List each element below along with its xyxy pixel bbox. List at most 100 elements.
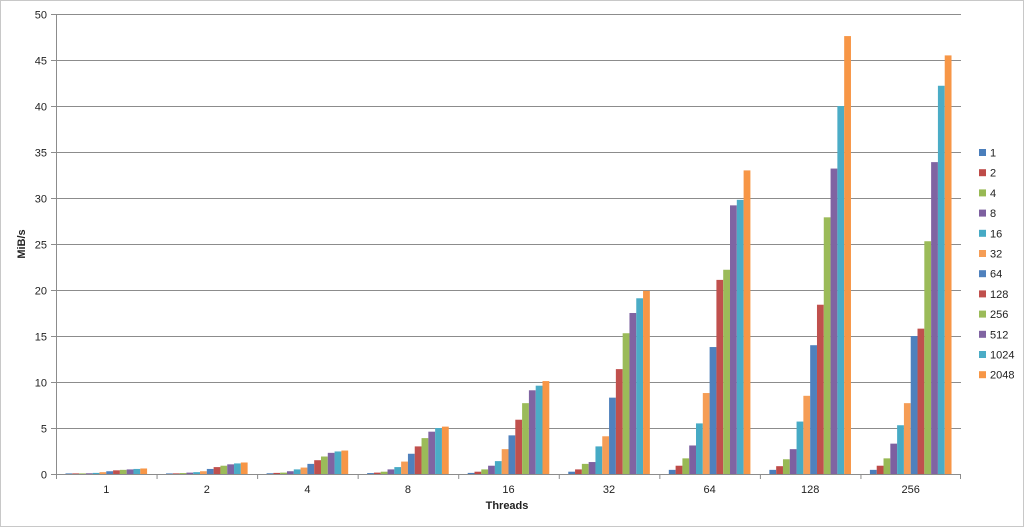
bar-4-at-16 — [481, 469, 489, 474]
bar-16-at-32 — [595, 446, 603, 474]
y-tick-label: 35 — [35, 148, 47, 160]
legend-swatch-1024 — [979, 351, 986, 358]
bar-512-at-8 — [428, 431, 436, 474]
bar-64-at-16 — [508, 435, 516, 474]
bar-64-at-4 — [307, 463, 315, 474]
x-tick-label: 2 — [204, 484, 210, 496]
legend-swatch-2 — [979, 169, 986, 177]
bar-128-at-4 — [314, 460, 321, 474]
bar-256-at-8 — [421, 438, 429, 474]
y-tick-label: 5 — [41, 424, 47, 436]
bar-32-at-16 — [501, 449, 509, 474]
bar-128-at-64 — [716, 279, 724, 474]
legend-swatch-2048 — [979, 371, 986, 379]
x-axis-title: Threads — [486, 500, 529, 512]
bar-8-at-2 — [186, 472, 194, 474]
bars — [65, 36, 952, 475]
bar-2048-at-128 — [844, 36, 851, 474]
bar-256-at-1 — [119, 469, 127, 474]
legend-label-64: 64 — [990, 269, 1002, 281]
bar-512-at-64 — [730, 205, 737, 475]
bar-32-at-4 — [300, 467, 308, 474]
bar-256-at-32 — [622, 333, 630, 474]
bar-1024-at-2 — [234, 463, 241, 474]
y-tick-label: 40 — [35, 102, 47, 114]
y-tick-label: 45 — [35, 56, 47, 68]
bar-4-at-2 — [179, 473, 187, 474]
legend-swatch-32 — [979, 250, 986, 257]
bar-2-at-64 — [675, 465, 683, 474]
bar-512-at-16 — [528, 390, 536, 474]
legend-label-16: 16 — [990, 228, 1002, 240]
bar-512-at-4 — [327, 452, 335, 474]
bar-8-at-128 — [789, 449, 797, 474]
bar-1024-at-8 — [435, 428, 442, 474]
bar-256-at-4 — [320, 456, 328, 474]
bar-4-at-64 — [682, 458, 690, 474]
bar-1-at-16 — [467, 472, 475, 474]
x-tick-label: 32 — [603, 484, 615, 496]
bar-512-at-128 — [830, 168, 838, 474]
legend-label-2: 2 — [990, 168, 996, 180]
legend-label-128: 128 — [990, 289, 1008, 301]
y-tick-label: 15 — [35, 332, 47, 344]
bar-2-at-16 — [474, 471, 482, 474]
bar-1-at-128 — [769, 469, 777, 474]
y-tick-label: 10 — [35, 378, 47, 390]
bar-1-at-1 — [65, 473, 73, 474]
bar-1024-at-256 — [937, 85, 945, 474]
bar-4-at-128 — [782, 459, 790, 474]
bar-128-at-16 — [515, 419, 523, 474]
bar-32-at-8 — [401, 461, 408, 474]
bar-16-at-4 — [293, 469, 301, 474]
bar-2-at-8 — [373, 472, 381, 474]
gridlines — [56, 14, 961, 429]
bar-128-at-1 — [113, 470, 120, 474]
bar-1024-at-32 — [636, 298, 644, 474]
bar-64-at-8 — [407, 453, 415, 474]
bar-8-at-64 — [689, 445, 697, 474]
bar-1024-at-1 — [133, 468, 141, 474]
bar-256-at-128 — [823, 217, 831, 474]
bar-1-at-32 — [568, 471, 576, 474]
bar-1-at-64 — [668, 469, 676, 474]
legend-label-1024: 1024 — [990, 350, 1014, 362]
bar-16-at-16 — [494, 461, 502, 474]
x-tick-label: 64 — [703, 484, 715, 496]
x-tick-label: 4 — [304, 484, 310, 496]
bar-1024-at-128 — [837, 106, 845, 474]
bar-4-at-8 — [380, 471, 388, 474]
bar-512-at-1 — [126, 469, 134, 474]
legend-swatch-1 — [979, 149, 986, 156]
legend-label-8: 8 — [990, 208, 996, 220]
y-tick-label: 20 — [35, 286, 47, 298]
bar-256-at-64 — [723, 269, 731, 474]
bar-128-at-256 — [917, 328, 925, 474]
bar-512-at-2 — [227, 464, 235, 474]
bar-4-at-1 — [79, 473, 86, 474]
bar-1-at-2 — [166, 473, 173, 474]
bar-64-at-32 — [609, 397, 616, 474]
legend-swatch-64 — [979, 270, 986, 278]
legend-swatch-256 — [979, 310, 986, 318]
bar-2048-at-2 — [240, 462, 248, 474]
bar-32-at-128 — [803, 395, 811, 474]
bar-2048-at-256 — [944, 55, 952, 475]
x-tick-label: 256 — [902, 484, 920, 496]
bar-512-at-32 — [629, 313, 637, 474]
bar-64-at-2 — [206, 468, 214, 474]
legend-label-32: 32 — [990, 249, 1002, 261]
bar-128-at-32 — [615, 369, 623, 474]
y-tick-label: 50 — [35, 10, 47, 22]
bar-32-at-1 — [99, 472, 107, 474]
bar-1024-at-16 — [535, 385, 543, 474]
x-tick-label: 8 — [405, 484, 411, 496]
bar-8-at-1 — [85, 473, 93, 474]
legend-swatch-8 — [979, 209, 986, 217]
x-tick-label: 128 — [801, 484, 819, 496]
bar-2048-at-64 — [743, 170, 751, 474]
bar-16-at-8 — [394, 467, 402, 474]
legend-label-256: 256 — [990, 309, 1008, 321]
